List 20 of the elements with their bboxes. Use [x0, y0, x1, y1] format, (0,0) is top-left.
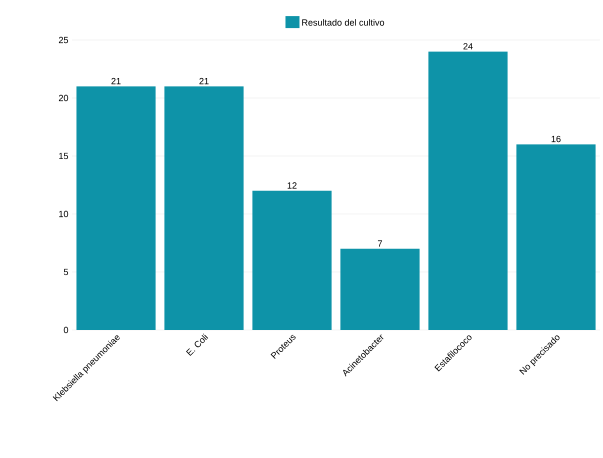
data-label: 7 [378, 240, 382, 247]
data-label: 24 [463, 43, 473, 50]
data-label: 12 [288, 182, 297, 189]
y-tick-label: 15 [59, 152, 68, 160]
y-tick-label: 10 [59, 210, 68, 218]
legend-label: Resultado del cultivo [302, 19, 384, 26]
bar [340, 248, 420, 330]
bar [516, 144, 596, 330]
y-tick-label: 0 [64, 326, 68, 334]
x-tick-label: E. Coli [186, 334, 208, 356]
y-tick-label: 5 [64, 268, 68, 276]
bar [164, 86, 244, 330]
bar [252, 190, 332, 330]
data-label: 21 [111, 78, 121, 84]
data-label: 21 [199, 78, 209, 84]
bar [428, 52, 508, 330]
bar [76, 86, 156, 330]
y-tick-label: 20 [58, 94, 68, 102]
data-label: 16 [552, 136, 561, 142]
y-tick-label: 25 [58, 36, 68, 44]
